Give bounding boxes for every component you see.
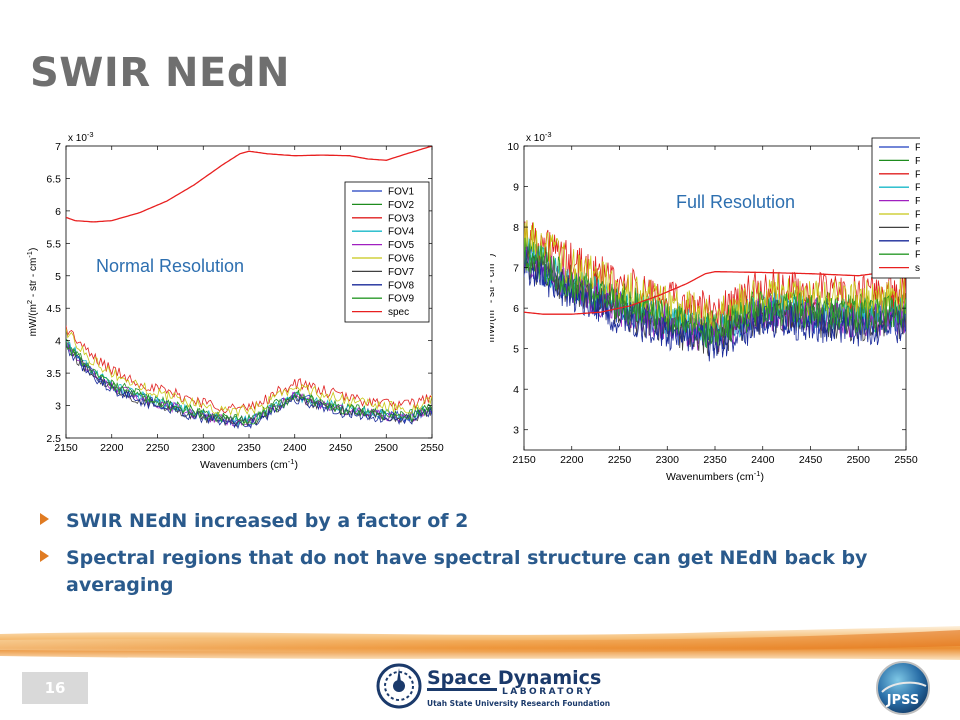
legend-label-fov8: FOV8 [915, 236, 920, 247]
x-tick-label: 2500 [375, 442, 399, 454]
series-line-fov9 [66, 341, 432, 427]
x-tick-label: 2500 [847, 454, 871, 466]
bullet-item: SWIR NEdN increased by a factor of 2 [40, 508, 920, 535]
y-tick-label: 5 [513, 344, 519, 356]
legend-label-fov6: FOV6 [388, 254, 415, 265]
sdl-sub-text: LABORATORY [502, 687, 594, 697]
legend-label-spec: spec [915, 263, 920, 274]
legend-label-fov4: FOV4 [915, 183, 920, 194]
x-tick-label: 2350 [237, 442, 261, 454]
x-tick-label: 2550 [894, 454, 918, 466]
chart-full-resolution-svg: 2150 2200 2250 2300 2350 2400 2450 2500 2550 3 4 5 6… [490, 130, 920, 483]
x-tick-label: 2250 [146, 442, 170, 454]
x-tick-label: 2400 [283, 442, 307, 454]
legend-label-fov5: FOV5 [915, 196, 920, 207]
y-tick-label: 7 [55, 141, 61, 153]
x-tick-label: 2150 [512, 454, 536, 466]
legend-label-fov4: FOV4 [388, 227, 415, 238]
footer-decorative-band [0, 626, 960, 660]
y-tick-label: 4 [513, 384, 519, 396]
y-scale-note: x 10-3 [526, 130, 552, 144]
chart-normal-resolution: 2150 2200 2250 2300 2350 2400 2450 2500 2550 2.5 3… [18, 128, 452, 480]
x-tick-label: 2300 [656, 454, 680, 466]
legend-label-fov7: FOV7 [388, 267, 415, 278]
series-group [524, 220, 906, 362]
y-tick-label: 5.5 [46, 238, 61, 250]
normal-resolution-label: Normal Resolution [96, 256, 245, 276]
legend-label-fov9: FOV9 [388, 294, 415, 305]
legend-label-fov7: FOV7 [915, 223, 920, 234]
sdl-name-text: Space Dynamics [427, 667, 601, 689]
space-dynamics-laboratory-logo: Space Dynamics LABORATORY Utah State Uni… [376, 663, 610, 709]
y-tick-label: 3.5 [46, 368, 61, 380]
y-tick-label: 4 [55, 336, 61, 348]
x-tick-label: 2150 [54, 442, 78, 454]
legend: FOV1 FOV2 FOV3 FOV4 FOV5 FOV6 FOV7 FOV8 FOV9 spec [871, 137, 920, 279]
legend-box [344, 181, 430, 323]
page-number: 16 [22, 672, 88, 704]
bullet-text: SWIR NEdN increased by a factor of 2 [66, 510, 469, 532]
y-tick-label: 7 [513, 263, 519, 275]
legend: FOV1 FOV2 FOV3 FOV4 FOV5 FOV6 FOV7 FOV8 FOV9 spec [344, 181, 430, 323]
legend-label-spec: spec [388, 307, 409, 318]
x-tick-label: 2450 [329, 442, 353, 454]
chevron-right-icon [40, 550, 49, 562]
series-line-fov8 [524, 249, 906, 362]
bullet-list: SWIR NEdN increased by a factor of 2 Spe… [40, 508, 920, 609]
y-tick-label: 6.5 [46, 173, 61, 185]
y-tick-label: 6 [513, 303, 519, 315]
chart-full-resolution: 2150 2200 2250 2300 2350 2400 2450 2500 2550 3 4 5 6… [490, 128, 920, 483]
legend-label-fov6: FOV6 [915, 210, 920, 221]
jpss-logo: JPSS [876, 661, 930, 715]
legend-box [871, 137, 920, 279]
series-line-fov8 [66, 345, 432, 430]
y-tick-label: 10 [507, 141, 519, 153]
x-axis-label: Wavenumbers (cm-1) [200, 457, 298, 471]
x-tick-label: 2200 [100, 442, 124, 454]
x-tick-label: 2300 [192, 442, 216, 454]
sdl-foundation-text: Utah State University Research Foundatio… [427, 699, 610, 708]
chart-normal-resolution-svg: 2150 2200 2250 2300 2350 2400 2450 2500 2550 2.5 3… [25, 130, 444, 471]
x-tick-label: 2350 [703, 454, 727, 466]
series-group [66, 146, 432, 430]
legend-label-fov1: FOV1 [388, 187, 415, 198]
series-line-spec [66, 146, 432, 223]
y-tick-label: 8 [513, 222, 519, 234]
y-tick-label: 4.5 [46, 303, 61, 315]
legend-label-fov2: FOV2 [388, 200, 415, 211]
y-tick-label: 6 [55, 206, 61, 218]
series-line-fov7 [66, 344, 432, 428]
y-axis-label: mW/(m2 - str - cm-1) [25, 248, 39, 337]
series-line-fov9 [524, 237, 906, 349]
series-line-spec [524, 268, 906, 315]
y-axis-label: mW/(m2 - str - cm-1) [490, 254, 497, 343]
y-tick-label: 3 [513, 425, 519, 437]
x-axis-label: Wavenumbers (cm-1) [666, 469, 764, 483]
full-resolution-label: Full Resolution [676, 192, 796, 212]
x-tick-label: 2450 [799, 454, 823, 466]
jpss-text: JPSS [886, 693, 920, 708]
legend-label-fov2: FOV2 [915, 156, 920, 167]
legend-label-fov8: FOV8 [388, 280, 415, 291]
bullet-item: Spectral regions that do not have spectr… [40, 545, 920, 599]
x-tick-label: 2400 [751, 454, 775, 466]
x-tick-label: 2550 [420, 442, 444, 454]
x-tick-label: 2250 [608, 454, 632, 466]
slide-title: SWIR NEdN [30, 50, 290, 96]
legend-label-fov1: FOV1 [915, 143, 920, 154]
y-tick-label: 3 [55, 401, 61, 413]
legend-label-fov3: FOV3 [915, 169, 920, 180]
legend-label-fov9: FOV9 [915, 250, 920, 261]
series-line-fov6 [66, 328, 432, 418]
legend-label-fov5: FOV5 [388, 240, 415, 251]
y-tick-label: 9 [513, 182, 519, 194]
chevron-right-icon [40, 513, 49, 525]
y-tick-label: 2.5 [46, 433, 61, 445]
legend-label-fov3: FOV3 [388, 213, 415, 224]
y-tick-label: 5 [55, 271, 61, 283]
x-tick-label: 2200 [560, 454, 584, 466]
y-scale-note: x 10-3 [68, 130, 94, 144]
bullet-text: Spectral regions that do not have spectr… [66, 547, 868, 596]
